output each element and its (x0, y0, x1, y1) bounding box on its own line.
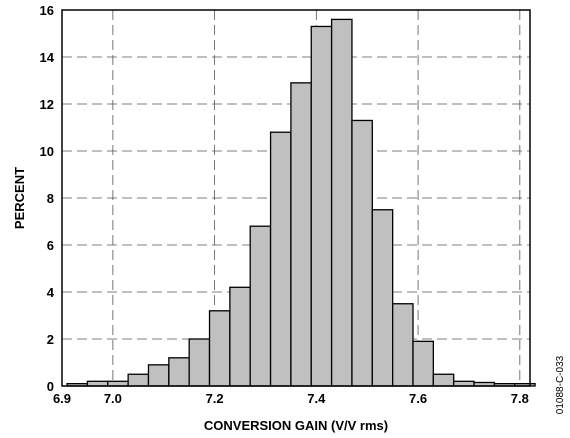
histogram-bar (168, 357, 190, 387)
histogram-bar (412, 340, 434, 387)
histogram-bar (392, 303, 414, 387)
y-axis-title: PERCENT (12, 167, 27, 229)
x-tick-label: 7.4 (307, 391, 326, 406)
y-tick-label: 0 (47, 379, 54, 394)
plot-frame (61, 9, 531, 387)
histogram-bar (208, 310, 231, 387)
y-tick-label: 14 (40, 50, 55, 65)
histogram-bar (249, 225, 272, 387)
histogram-bar (127, 373, 150, 387)
histogram-bar (147, 364, 170, 387)
x-tick-label: 7.6 (409, 391, 427, 406)
x-axis-title: CONVERSION GAIN (V/V rms) (204, 418, 388, 433)
y-tick-label: 10 (40, 144, 54, 159)
y-tick-label: 8 (47, 191, 54, 206)
histogram-bar (188, 338, 211, 387)
x-tick-label: 7.8 (511, 391, 529, 406)
y-tick-label: 12 (40, 97, 54, 112)
figure-id: 01088-C-033 (555, 355, 566, 414)
histogram-bar (351, 119, 373, 387)
histogram-bar (269, 131, 292, 387)
y-tick-label: 6 (47, 238, 54, 253)
y-axis-ticks: 0 2 4 6 8 10 12 14 16 (40, 3, 55, 394)
histogram-bar (330, 18, 353, 387)
histogram-bar (371, 209, 394, 387)
y-tick-label: 16 (40, 3, 54, 18)
y-tick-label: 4 (47, 285, 55, 300)
histogram-bar (310, 25, 333, 387)
histogram-bar (229, 286, 251, 387)
x-tick-label: 7.2 (206, 391, 224, 406)
x-tick-label: 7.0 (104, 391, 122, 406)
x-axis-ticks: 6.9 7.0 7.2 7.4 7.6 7.8 (53, 391, 529, 406)
histogram-bar (290, 82, 312, 387)
y-tick-label: 2 (47, 332, 54, 347)
x-tick-label: 6.9 (53, 391, 71, 406)
histogram-bar (432, 373, 455, 387)
